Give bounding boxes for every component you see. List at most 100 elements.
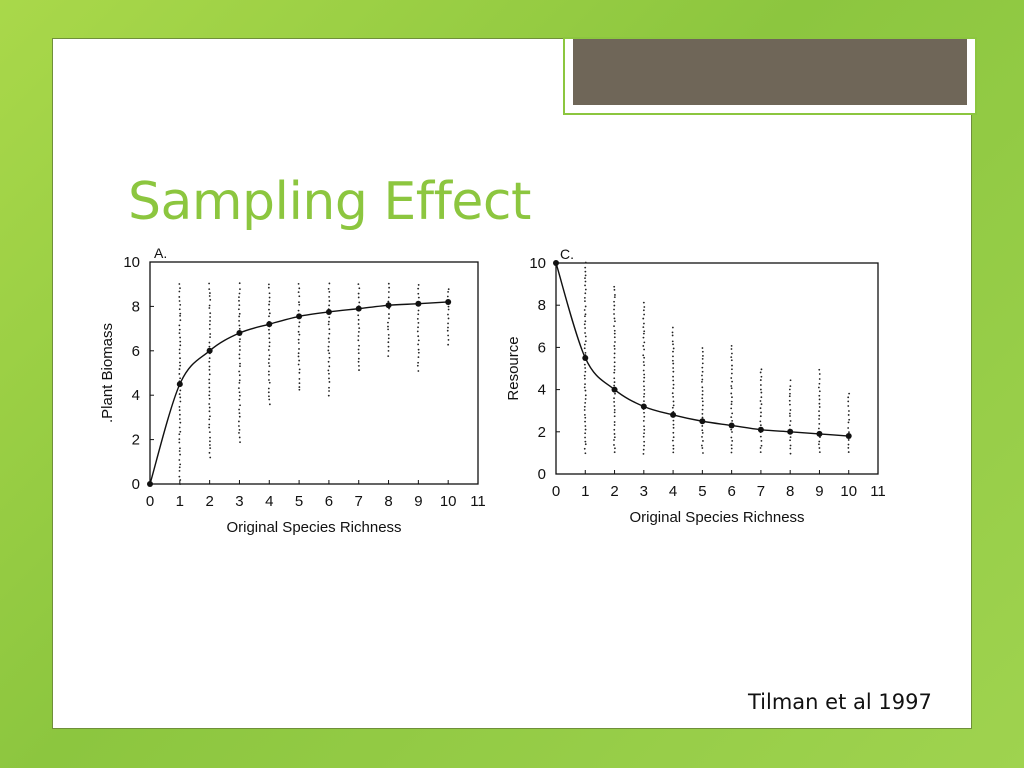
scatter-point bbox=[208, 403, 211, 405]
scatter-point bbox=[357, 348, 360, 351]
scatter-point bbox=[239, 338, 241, 340]
scatter-point bbox=[643, 306, 646, 308]
scatter-point bbox=[178, 409, 181, 412]
scatter-point bbox=[672, 444, 675, 447]
scatter-point bbox=[584, 305, 587, 308]
scatter-point bbox=[387, 321, 389, 324]
scatter-point bbox=[672, 383, 675, 386]
mean-curve bbox=[149, 301, 449, 485]
scatter-point bbox=[268, 312, 271, 315]
scatter-point bbox=[789, 436, 792, 438]
scatter-point bbox=[643, 415, 646, 418]
scatter-point bbox=[268, 379, 270, 381]
scatter-point bbox=[208, 307, 211, 309]
mean-point bbox=[266, 321, 273, 328]
scatter-point bbox=[584, 261, 587, 264]
scatter-point bbox=[759, 420, 762, 423]
scatter-point bbox=[818, 382, 821, 385]
scatter-point bbox=[387, 300, 390, 303]
scatter-point bbox=[613, 411, 616, 414]
scatter-point bbox=[268, 292, 271, 295]
scatter-point bbox=[268, 332, 271, 335]
scatter-point bbox=[847, 447, 850, 449]
scatter-point bbox=[238, 412, 241, 415]
scatter-point bbox=[447, 317, 450, 320]
scatter-point bbox=[760, 403, 763, 406]
x-axis-label: Original Species Richness bbox=[226, 519, 401, 536]
scatter-point bbox=[731, 368, 733, 371]
scatter-point bbox=[643, 432, 645, 435]
scatter-point bbox=[583, 309, 586, 311]
mean-point bbox=[415, 300, 422, 307]
scatter-point bbox=[327, 369, 330, 372]
slide-tab-fill bbox=[573, 39, 967, 105]
scatter-point bbox=[328, 300, 331, 302]
scatter-point bbox=[446, 329, 449, 332]
scatter-point bbox=[613, 384, 616, 387]
x-tick-label: 8 bbox=[786, 483, 794, 500]
scatter-point bbox=[702, 452, 704, 454]
scatter-point bbox=[238, 428, 241, 431]
scatter-point bbox=[238, 391, 241, 394]
scatter-point bbox=[672, 395, 675, 398]
scatter-point bbox=[209, 333, 212, 335]
scatter-point bbox=[358, 287, 361, 290]
scatter-point bbox=[642, 435, 645, 438]
scatter-point bbox=[328, 290, 331, 293]
scatter-point bbox=[238, 408, 240, 411]
mean-point bbox=[296, 313, 303, 320]
scatter-point bbox=[179, 319, 182, 322]
scatter-point bbox=[731, 412, 734, 415]
scatter-point bbox=[178, 373, 181, 375]
scatter-point bbox=[178, 418, 181, 420]
scatter-point bbox=[417, 339, 420, 342]
scatter-point bbox=[358, 369, 360, 371]
scatter-point bbox=[268, 296, 271, 299]
mean-point bbox=[640, 403, 647, 410]
scatter-point bbox=[613, 439, 615, 441]
scatter-point bbox=[209, 312, 212, 315]
scatter-point bbox=[760, 368, 763, 371]
scatter-point bbox=[179, 377, 182, 380]
scatter-point bbox=[179, 287, 181, 289]
scatter-point bbox=[731, 380, 733, 383]
scatter-point bbox=[847, 427, 850, 429]
scatter-point bbox=[672, 426, 675, 429]
y-tick-label: 4 bbox=[538, 382, 546, 399]
scatter-point bbox=[613, 329, 616, 332]
scatter-point bbox=[789, 439, 791, 442]
scatter-point bbox=[613, 397, 615, 400]
scatter-point bbox=[613, 325, 615, 328]
scatter-point bbox=[388, 317, 390, 320]
scatter-point bbox=[416, 317, 419, 320]
scatter-point bbox=[327, 320, 330, 323]
scatter-point bbox=[178, 433, 181, 436]
slide-tab-decoration bbox=[563, 37, 977, 115]
scatter-point bbox=[730, 400, 733, 403]
scatter-point bbox=[327, 394, 330, 397]
scatter-point bbox=[417, 326, 419, 329]
scatter-point bbox=[178, 393, 181, 395]
scatter-point bbox=[417, 284, 420, 286]
scatter-point bbox=[701, 429, 704, 432]
scatter-point bbox=[209, 444, 211, 446]
scatter-point bbox=[642, 309, 645, 312]
scatter-point bbox=[268, 300, 271, 303]
scatter-point bbox=[672, 447, 675, 450]
scatter-point bbox=[701, 357, 704, 360]
scatter-point bbox=[847, 451, 850, 453]
scatter-point bbox=[701, 370, 704, 373]
scatter-point bbox=[583, 409, 586, 411]
scatter-point bbox=[730, 372, 733, 375]
scatter-point bbox=[208, 368, 211, 371]
scatter-point bbox=[208, 365, 211, 368]
scatter-point bbox=[268, 365, 271, 368]
scatter-point bbox=[672, 370, 675, 373]
scatter-point bbox=[328, 352, 331, 355]
scatter-point bbox=[178, 348, 181, 351]
scatter-point bbox=[298, 325, 300, 328]
scatter-point bbox=[642, 345, 645, 347]
scatter-point bbox=[327, 287, 330, 290]
scatter-point bbox=[643, 395, 645, 398]
scatter-point bbox=[642, 380, 645, 383]
